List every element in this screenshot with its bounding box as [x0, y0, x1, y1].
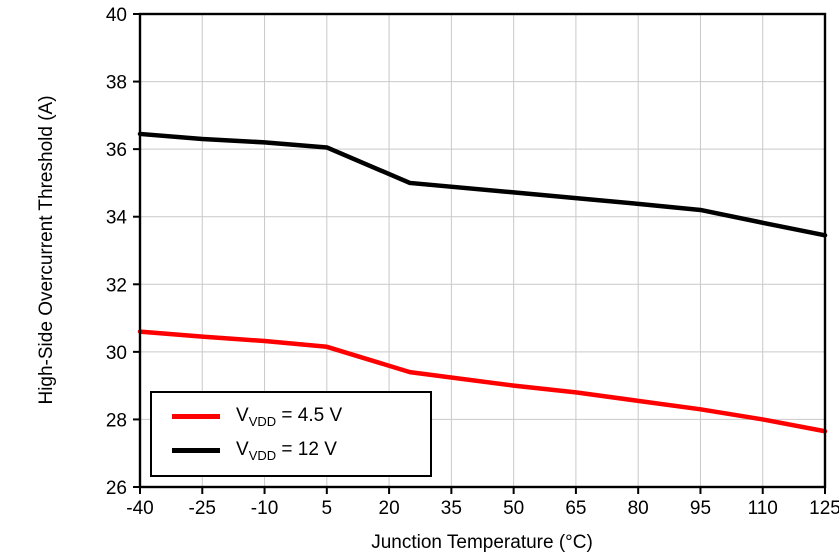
y-tick-label: 34 [106, 208, 128, 229]
legend-item-vvdd-12: VVDD = 12 V [172, 439, 420, 463]
x-tick-label: -40 [126, 498, 153, 519]
legend-item-vvdd-4p5: VVDD = 4.5 V [172, 405, 420, 429]
y-axis-title: High-Side Overcurrent Threshold (A) [36, 95, 57, 404]
legend-label: VVDD = 4.5 V [236, 405, 342, 429]
y-tick-label: 26 [106, 478, 127, 499]
x-tick-label: 110 [748, 498, 778, 519]
series-line-1 [137, 131, 828, 238]
tick-label-layer: -40 -25 -10 5 20 35 50 65 80 95 110 125 26 28 30 32 34 36… [106, 5, 839, 519]
x-tick-label: 125 [809, 498, 839, 519]
y-tick-label: 36 [106, 140, 127, 161]
x-tick-label: -10 [251, 498, 278, 519]
x-tick-label: 5 [322, 498, 333, 519]
y-tick-label: 40 [106, 5, 127, 26]
x-tick-label: 65 [565, 498, 586, 519]
legend-label-sub: VDD [248, 447, 277, 463]
x-tick-label: 80 [628, 498, 649, 519]
legend-label-rest: = 4.5 V [276, 405, 343, 426]
legend-label-sub: VDD [248, 413, 277, 429]
legend-swatch-red [172, 414, 220, 420]
y-tick-label: 38 [106, 73, 127, 94]
x-tick-label: 50 [503, 498, 524, 519]
x-tick-label: 35 [441, 498, 462, 519]
legend-label-main: V [236, 438, 249, 460]
legend-label: VVDD = 12 V [236, 439, 337, 463]
y-tick-label: 30 [106, 343, 127, 364]
legend: VVDD = 4.5 V VVDD = 12 V [150, 391, 432, 477]
x-tick-label: -25 [189, 498, 216, 519]
series-layer [137, 131, 828, 434]
tick-layer [133, 13, 826, 494]
x-tick-label: 95 [690, 498, 711, 519]
x-tick-label: 20 [379, 498, 400, 519]
legend-label-main: V [236, 405, 249, 426]
legend-swatch-black [172, 448, 220, 454]
series-line-0 [137, 329, 828, 434]
y-tick-label: 32 [106, 275, 127, 296]
y-tick-label: 28 [106, 410, 127, 431]
legend-label-rest: = 12 V [276, 438, 337, 460]
x-axis-title: Junction Temperature (°C) [371, 532, 593, 553]
plot-frame [138, 12, 827, 489]
